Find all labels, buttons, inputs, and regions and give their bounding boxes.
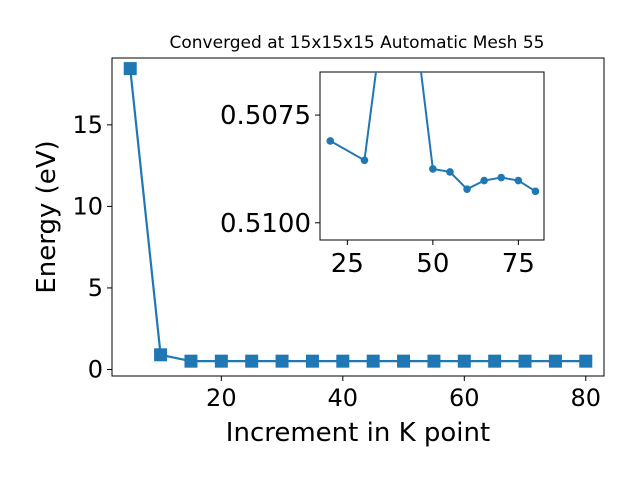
inset-y-tick-label: 0.5075 <box>220 101 311 131</box>
main-data-point <box>214 354 228 368</box>
main-data-point <box>457 354 471 368</box>
main-data-point <box>397 354 411 368</box>
main-data-point <box>275 354 289 368</box>
inset-data-point <box>360 156 369 165</box>
inset-x-tick-label: 50 <box>416 249 449 279</box>
y-axis-label: Energy (eV) <box>32 140 62 293</box>
inset-y-tick-label: 0.5100 <box>220 209 311 239</box>
y-tick-label: 15 <box>72 111 103 139</box>
main-data-point <box>123 62 137 76</box>
inset-data-point <box>412 25 420 33</box>
main-data-point <box>366 354 380 368</box>
main-ticks: 20 40 60 80 0 5 10 15 <box>72 111 601 412</box>
y-tick-label: 10 <box>72 192 103 220</box>
x-axis-label: Increment in K point <box>226 418 490 448</box>
inset-data-point <box>446 168 454 176</box>
x-tick-label: 80 <box>571 384 602 412</box>
main-data-point <box>427 354 441 368</box>
main-data-point <box>488 354 502 368</box>
main-data-point <box>305 354 319 368</box>
inset-data-point <box>497 173 506 182</box>
inset-data-point <box>378 25 386 33</box>
inset-x-tick-label: 25 <box>331 249 364 279</box>
y-tick-label: 0 <box>88 355 103 383</box>
inset-data-point <box>514 176 523 185</box>
inset-series <box>326 25 540 196</box>
main-series <box>123 62 593 368</box>
main-data-point <box>245 354 259 368</box>
inset-ticks: 25 50 75 0.5075 0.5100 <box>220 101 535 279</box>
inset-x-tick-label: 75 <box>502 249 535 279</box>
x-tick-label: 60 <box>449 384 480 412</box>
main-data-point <box>154 348 168 362</box>
x-tick-label: 40 <box>328 384 359 412</box>
main-data-point <box>548 354 562 368</box>
main-data-point <box>184 354 198 368</box>
main-data-point <box>579 354 593 368</box>
inset-data-point <box>429 165 437 173</box>
main-data-point <box>336 354 350 368</box>
inset-data-point <box>531 187 540 196</box>
y-tick-label: 5 <box>88 274 103 302</box>
chart-title: Converged at 15x15x15 Automatic Mesh 55 <box>170 33 545 53</box>
main-series-line <box>129 68 586 363</box>
main-data-point <box>518 354 532 368</box>
inset-data-point <box>480 176 488 185</box>
inset-data-point <box>326 137 335 145</box>
x-tick-label: 20 <box>206 384 237 412</box>
inset-data-point <box>463 185 471 193</box>
